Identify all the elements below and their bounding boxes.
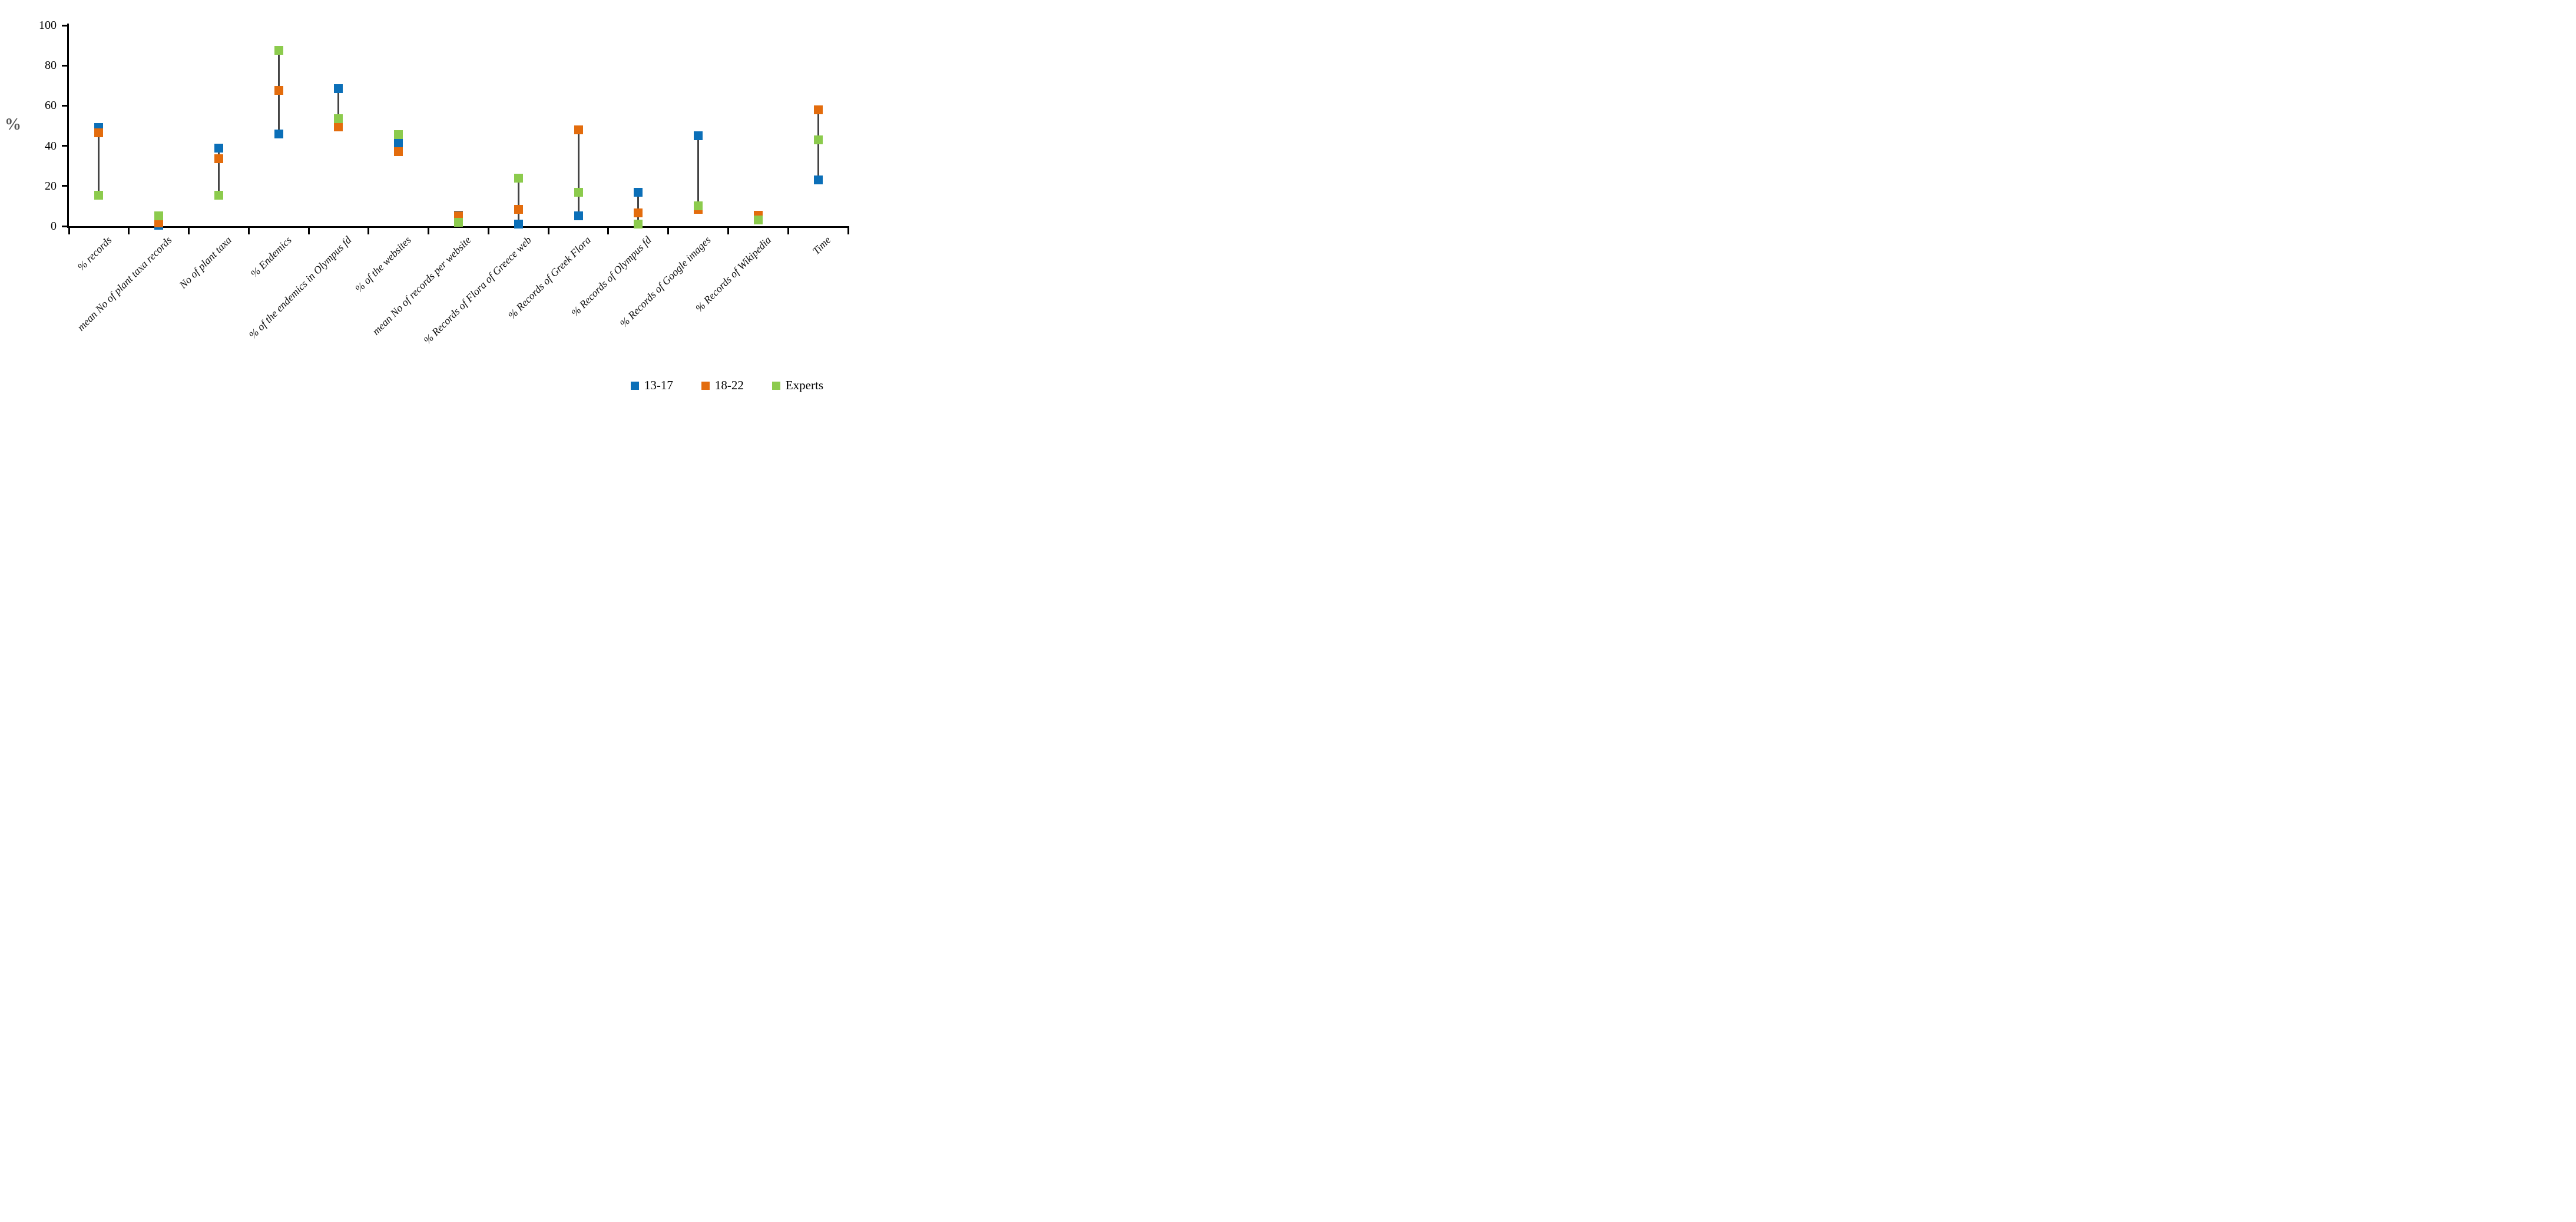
x-category-label: % Endemics: [248, 234, 294, 280]
marker-18-22: [334, 122, 343, 131]
range-connector: [637, 192, 640, 224]
marker-13-17: [694, 131, 703, 141]
x-tick: [128, 226, 130, 234]
y-tick: [62, 64, 69, 67]
marker-experts: [574, 187, 583, 197]
marker-experts: [634, 220, 643, 229]
marker-experts: [334, 114, 343, 124]
marker-13-17: [274, 129, 283, 138]
marker-18-22: [394, 147, 403, 157]
legend-item-18-22: 18-22: [701, 379, 744, 392]
legend-swatch-13-17: [630, 381, 639, 390]
marker-experts: [454, 217, 463, 227]
marker-experts: [753, 216, 763, 225]
dumbbell-range-chart: % 0 20 40 60 80 100 % records mean No of plant…: [0, 0, 859, 408]
y-tick: [62, 145, 69, 147]
marker-experts: [274, 46, 283, 55]
marker-13-17: [634, 187, 643, 197]
x-category-label: mean No of records per website: [370, 234, 474, 337]
x-tick: [667, 226, 670, 234]
marker-experts: [514, 173, 523, 183]
marker-experts: [394, 130, 403, 140]
marker-18-22: [214, 154, 223, 164]
range-connector: [577, 130, 580, 216]
marker-13-17: [394, 138, 403, 147]
y-tick-label: 0: [51, 220, 57, 233]
x-tick: [487, 226, 489, 234]
y-axis-line: [67, 24, 69, 228]
y-tick: [62, 104, 69, 107]
y-tick-label: 100: [39, 19, 57, 32]
x-tick: [727, 226, 729, 234]
legend-item-13-17: 13-17: [630, 378, 673, 392]
marker-18-22: [274, 86, 283, 95]
marker-18-22: [574, 125, 583, 134]
marker-18-22: [514, 204, 523, 214]
y-tick-label: 40: [45, 139, 57, 153]
y-tick: [62, 225, 69, 227]
x-tick: [847, 226, 849, 234]
marker-13-17: [813, 175, 823, 185]
marker-13-17: [334, 84, 343, 93]
range-connector: [337, 88, 340, 127]
marker-13-17: [514, 220, 523, 229]
legend-swatch-experts: [772, 381, 780, 390]
x-category-label: No of plant taxa: [177, 234, 234, 291]
marker-experts: [94, 190, 104, 200]
range-connector: [697, 135, 700, 209]
range-connector: [98, 127, 100, 196]
marker-experts: [214, 190, 223, 200]
x-category-label: % of the websites: [353, 234, 414, 295]
x-tick: [307, 226, 310, 234]
marker-13-17: [574, 211, 583, 221]
range-connector: [817, 110, 819, 180]
legend-swatch-18-22: [701, 381, 710, 390]
x-tick: [68, 226, 70, 234]
y-axis-title: %: [5, 115, 21, 134]
y-tick-label: 20: [45, 179, 57, 193]
marker-18-22: [813, 105, 823, 114]
marker-18-22: [94, 128, 104, 137]
x-category-label: % of the endemics in Olympus fd: [246, 234, 354, 341]
x-tick: [787, 226, 789, 234]
marker-18-22: [154, 218, 164, 228]
x-tick: [547, 226, 549, 234]
marker-experts: [694, 201, 703, 211]
y-tick-label: 80: [45, 59, 57, 72]
range-connector: [517, 178, 519, 224]
x-tick: [188, 226, 190, 234]
y-tick: [62, 185, 69, 187]
legend-item-experts: Experts: [772, 379, 823, 392]
marker-experts: [154, 211, 164, 221]
marker-13-17: [214, 143, 223, 153]
marker-experts: [813, 135, 823, 144]
legend-label: 18-22: [714, 378, 744, 392]
x-tick: [247, 226, 250, 234]
x-tick: [428, 226, 430, 234]
legend: 13-17 18-22 Experts: [630, 378, 823, 392]
y-tick: [62, 24, 69, 27]
legend-label: Experts: [785, 378, 823, 392]
x-category-label: % Records of Flora of Greece web: [421, 234, 534, 346]
x-category-label: Time: [810, 234, 833, 257]
x-tick: [607, 226, 610, 234]
x-tick: [367, 226, 370, 234]
legend-label: 13-17: [644, 378, 673, 392]
range-connector: [217, 148, 220, 196]
marker-18-22: [634, 208, 643, 218]
y-tick-label: 60: [45, 99, 57, 112]
x-category-label: % records: [75, 234, 114, 273]
x-axis-line: [67, 226, 848, 228]
